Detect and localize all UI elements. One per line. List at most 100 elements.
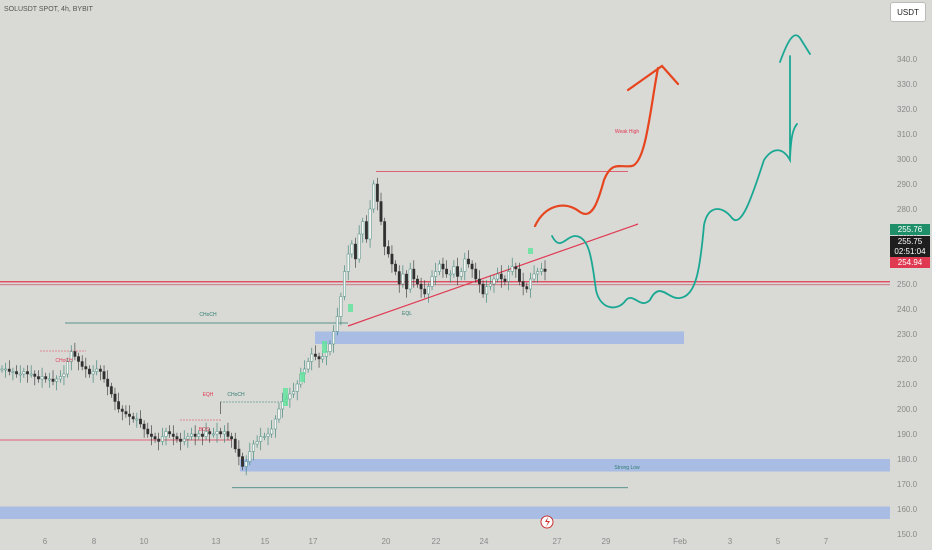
candle-body (113, 393, 117, 402)
candle-body (204, 431, 208, 437)
candle-body (426, 286, 430, 295)
lightning-icon[interactable] (540, 515, 554, 529)
y-tick-label: 280.0 (897, 205, 918, 214)
candle-body (40, 376, 44, 380)
candle-body (222, 431, 226, 435)
candle-body (390, 253, 394, 265)
candle-body (157, 438, 161, 442)
candle-body (503, 278, 507, 282)
y-tick-label: 300.0 (897, 155, 918, 164)
countdown-tag: 02:51:04 (890, 246, 930, 257)
y-tick-label: 200.0 (897, 405, 918, 414)
y-tick-label: 310.0 (897, 130, 918, 139)
candle-body (80, 361, 84, 367)
candle-body (445, 268, 449, 275)
candle-body (310, 353, 314, 362)
candle-body (292, 391, 295, 395)
candle-body (383, 221, 387, 247)
candle-body (26, 371, 29, 375)
candle-body (135, 418, 139, 421)
x-tick-label: 7 (824, 537, 829, 546)
candle-body (536, 271, 540, 275)
y-tick-label: 240.0 (897, 305, 918, 314)
fvg-block (300, 372, 305, 382)
candle-body (405, 273, 408, 290)
candle-body (368, 208, 372, 240)
candle-body (244, 461, 248, 467)
y-tick-label: 250.0 (897, 280, 918, 289)
candle-body (492, 278, 496, 285)
candle-body (456, 266, 459, 277)
candle-body (339, 296, 343, 317)
candle-body (7, 368, 11, 372)
last-price-tag: 255.76 (890, 224, 930, 235)
x-tick-label: 15 (261, 537, 270, 546)
candle-body (91, 371, 95, 375)
candle-body (321, 356, 325, 360)
candle-body (0, 368, 4, 371)
candle-body (262, 436, 266, 438)
fvg-block (283, 388, 288, 406)
candle-body (317, 356, 321, 360)
candle-body (179, 438, 182, 442)
candle-body (98, 368, 102, 372)
y-tick-label: 190.0 (897, 430, 918, 439)
eqh-label: EQH (203, 392, 214, 398)
candle-body (328, 343, 332, 352)
candle-body (47, 378, 51, 381)
candle-body (193, 433, 197, 437)
fvg-block (322, 341, 327, 353)
candle-body (230, 436, 233, 440)
candle-body (190, 433, 193, 437)
candle-body (259, 436, 263, 442)
candle-body (343, 271, 346, 297)
candle-body (354, 243, 357, 260)
low-price-tag: 254.94 (890, 257, 930, 268)
eqh-box (220, 402, 221, 414)
candle-body (412, 268, 416, 280)
candle-body (386, 246, 390, 255)
candle-body (270, 428, 274, 435)
y-tick-label: 230.0 (897, 330, 918, 339)
candle-body (529, 278, 532, 290)
candle-body (142, 423, 146, 430)
candle-body (401, 273, 405, 285)
candle-body (175, 436, 179, 440)
candle-body (288, 393, 292, 400)
y-tick-label: 220.0 (897, 355, 918, 364)
candle-body (22, 371, 26, 375)
candlesticks (0, 177, 547, 476)
x-tick-label: Feb (673, 537, 687, 546)
candle-body (361, 221, 365, 235)
candle-body (219, 431, 223, 435)
candle-body (332, 331, 336, 345)
y-tick-label: 330.0 (897, 80, 918, 89)
candle-body (481, 283, 485, 295)
y-tick-label: 180.0 (897, 455, 918, 464)
candle-body (437, 263, 441, 272)
candle-body (467, 258, 470, 265)
candle-body (18, 373, 22, 376)
trendline (347, 223, 639, 327)
y-axis: 150.0 160.0 170.0 180.0 190.0 200.0 210.0 220.0… (897, 55, 918, 539)
y-tick-label: 150.0 (897, 530, 918, 539)
choch-label-main: CHoCH (199, 312, 217, 318)
candle-body (226, 431, 230, 437)
x-tick-label: 6 (43, 537, 48, 546)
candle-body (62, 373, 66, 377)
candle-body (252, 443, 255, 452)
candle-body (357, 233, 361, 260)
candle-body (73, 351, 77, 357)
green-projection-path (551, 34, 811, 309)
currency-button[interactable]: USDT (890, 2, 926, 22)
y-tick-label: 290.0 (897, 180, 918, 189)
candle-body (168, 431, 172, 435)
x-tick-label: 5 (776, 537, 781, 546)
candle-body (102, 371, 106, 380)
demand-zone (0, 506, 890, 519)
candle-body (150, 433, 153, 437)
candle-body (434, 271, 438, 277)
x-tick-label: 22 (432, 537, 441, 546)
candle-body (186, 436, 190, 440)
